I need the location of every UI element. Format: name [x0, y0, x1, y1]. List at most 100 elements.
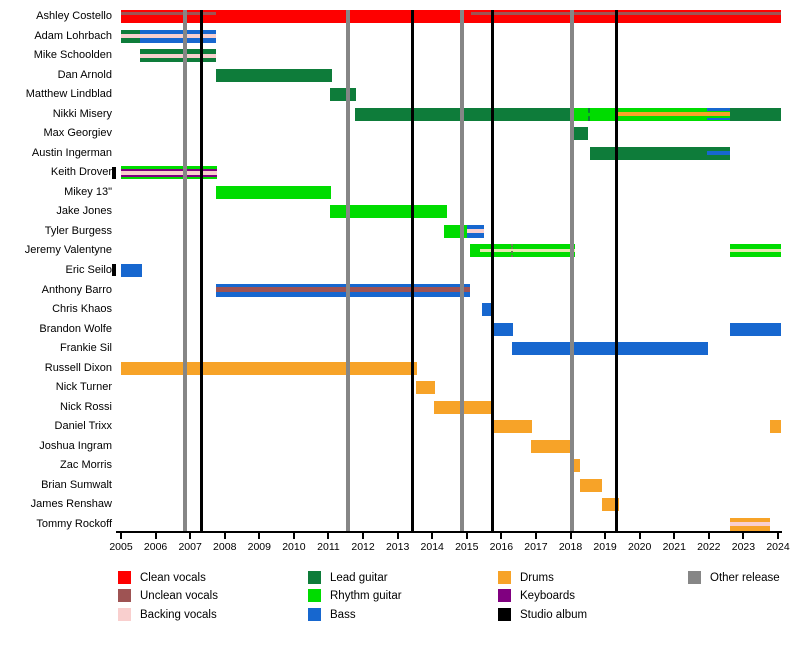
legend-label-studio-album: Studio album: [520, 608, 588, 621]
x-tick-label: 2005: [109, 541, 133, 553]
member-label: Mikey 13": [64, 185, 112, 198]
x-tick-label: 2015: [455, 541, 479, 553]
x-tick: [396, 533, 399, 539]
x-tick: [465, 533, 468, 539]
bar-bass: [512, 342, 709, 356]
member-label: Zac Morris: [60, 459, 112, 472]
bar-rhythm-guitar: [216, 185, 331, 199]
stripe-unclean-vocals: [470, 11, 782, 15]
other-release-line: [182, 10, 187, 532]
stripe-backing-vocals: [121, 170, 218, 175]
stripe-backing-vocals: [467, 229, 485, 234]
legend-swatch-lead-guitar: [308, 571, 321, 584]
member-label: Frankie Sil: [60, 342, 112, 355]
member-label: Brian Sumwalt: [41, 478, 112, 491]
legend-swatch-unclean-vocals: [118, 589, 131, 603]
other-release-line: [569, 10, 574, 532]
stripe-bass: [707, 151, 730, 156]
legend-label-drums: Drums: [520, 572, 554, 584]
continues-before-marker: [112, 166, 116, 179]
member-label: Mike Schoolden: [33, 49, 112, 62]
x-tick: [120, 533, 122, 539]
legend-label-rhythm-guitar: Rhythm guitar: [330, 590, 402, 603]
member-label: Nick Rossi: [60, 400, 112, 413]
x-tick: [500, 533, 503, 539]
member-label: Jake Jones: [56, 205, 112, 218]
stripe-bass: [707, 117, 730, 121]
member-label: Tommy Rockoff: [36, 517, 112, 530]
member-label: Russell Dixon: [44, 361, 112, 374]
studio-album-line: [490, 10, 494, 532]
x-tick-label: 2008: [213, 541, 237, 553]
x-tick: [154, 533, 157, 539]
studio-album-line: [615, 10, 619, 532]
x-axis-line: [116, 531, 782, 533]
bar-divider-mark: [511, 244, 514, 258]
member-label: Ashley Costello: [36, 10, 112, 22]
bar-bass: [121, 263, 143, 277]
x-tick-label: 2009: [247, 541, 271, 553]
x-tick-label: 2012: [351, 541, 375, 553]
x-tick: [189, 533, 192, 539]
x-tick: [707, 533, 710, 539]
stripe-keyboards: [121, 168, 218, 171]
bar-drums: [572, 459, 580, 473]
bar-lead-guitar: [729, 107, 782, 121]
x-tick: [534, 533, 537, 539]
member-label: Daniel Trixx: [54, 420, 112, 433]
studio-album-line: [410, 10, 414, 532]
x-tick: [431, 533, 434, 539]
legend-swatch-rhythm-guitar: [308, 589, 321, 603]
x-tick-label: 2019: [593, 541, 617, 553]
other-release-line: [459, 10, 464, 532]
member-label: Chris Khaos: [52, 303, 112, 316]
x-tick: [327, 533, 330, 539]
bar-drums: [770, 420, 782, 434]
x-tick: [362, 533, 365, 539]
x-tick-label: 2006: [143, 541, 168, 553]
member-label: Max Georgiev: [43, 127, 112, 140]
stripe-backing-vocals-pale: [479, 249, 575, 253]
legend-swatch-other-release: [688, 571, 701, 584]
bar-lead-guitar: [216, 68, 332, 82]
stripe-unclean-vocals: [121, 11, 217, 15]
legend-swatch-keyboards: [498, 589, 511, 603]
stripe-drums: [617, 112, 730, 117]
continues-before-marker: [112, 264, 116, 277]
member-label: Tyler Burgess: [44, 224, 112, 237]
x-tick-label: 2010: [282, 541, 306, 553]
bar-bass: [482, 303, 493, 317]
bar-divider-mark: [587, 107, 590, 121]
x-tick-label: 2023: [731, 541, 756, 553]
bar-lead-guitar: [571, 127, 589, 141]
x-tick: [258, 533, 261, 539]
studio-album-line: [200, 10, 204, 532]
bar-lead-guitar: [589, 146, 730, 160]
legend-label-lead-guitar: Lead guitar: [330, 572, 388, 584]
member-label: Brandon Wolfe: [39, 322, 112, 335]
x-tick: [742, 533, 745, 539]
x-tick-label: 2011: [317, 541, 340, 553]
x-tick: [777, 533, 779, 539]
legend-swatch-studio-album: [498, 607, 511, 621]
legend-label-other-release: Other release: [710, 572, 780, 584]
x-tick-label: 2017: [524, 541, 548, 553]
legend-swatch-clean-vocals: [118, 571, 131, 584]
legend-swatch-bass: [308, 607, 321, 621]
bar-drums: [121, 361, 417, 375]
x-tick-label: 2020: [627, 541, 652, 553]
bar-drums: [579, 478, 602, 492]
x-tick: [604, 533, 607, 539]
legend-swatch-drums: [498, 571, 511, 584]
stripe-backing-vocals: [121, 34, 217, 39]
member-label: Joshua Ingram: [39, 439, 112, 452]
other-release-line: [345, 10, 350, 532]
member-label: Eric Seilo: [65, 263, 112, 276]
x-tick-label: 2016: [489, 541, 514, 553]
member-label: Nikki Misery: [52, 107, 112, 120]
legend-label-backing-vocals: Backing vocals: [140, 608, 217, 621]
bar-rhythm-guitar: [329, 205, 448, 219]
bar-bass: [493, 322, 514, 336]
bar-bass: [729, 322, 782, 336]
